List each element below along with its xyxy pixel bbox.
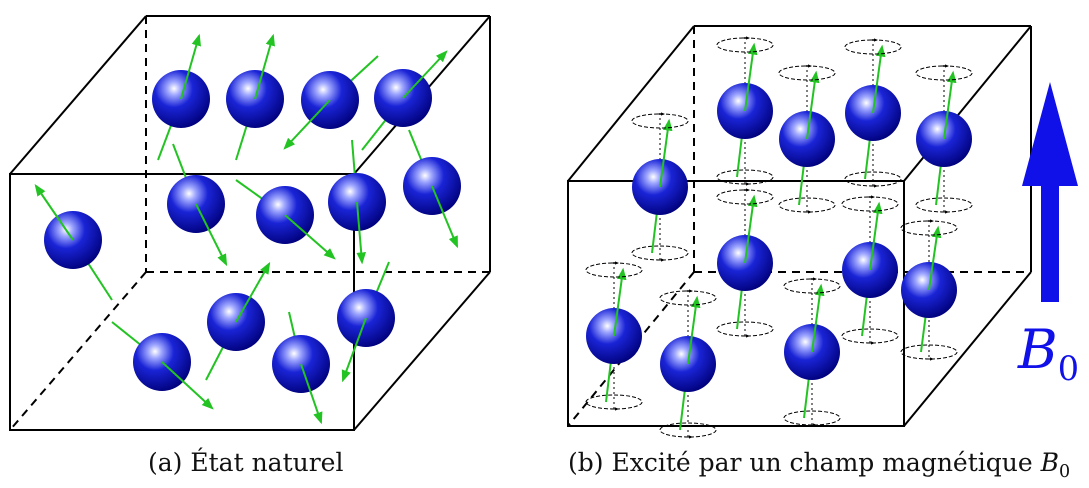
- cube-edge: [903, 271, 1032, 427]
- spin-arrow-icon: [687, 295, 701, 365]
- precessing-spin: [844, 38, 902, 188]
- spin-arrow-icon: [402, 50, 448, 99]
- precessing-spin: [716, 36, 774, 186]
- precession-orbit-icon: [585, 394, 643, 410]
- spin-arrow-icon: [34, 184, 74, 241]
- cube-edge: [567, 25, 695, 182]
- precession-orbit-icon: [631, 245, 689, 261]
- proton-spin: [111, 321, 214, 410]
- spin-arrow-icon: [300, 363, 323, 425]
- precession-orbit-icon: [841, 328, 899, 344]
- caption-b-text: Excité par un champ magnétique: [611, 448, 1033, 477]
- proton-spin: [34, 184, 113, 301]
- proton-spin: [205, 261, 271, 381]
- spin-arrow-icon: [872, 44, 886, 114]
- precession-orbit-icon: [716, 169, 774, 185]
- spin-arrow-icon: [254, 33, 275, 100]
- proton-spin: [283, 55, 379, 150]
- caption-b: (b) Excité par un champ magnétique B0: [568, 448, 1070, 482]
- spin-arrow-icon: [283, 99, 331, 150]
- precession-orbit-icon: [716, 189, 774, 205]
- spin-arrow-icon: [284, 214, 336, 260]
- spin-arrow-icon: [869, 201, 883, 271]
- spin-arrow-icon: [180, 33, 201, 100]
- spin-arrow-icon: [161, 361, 214, 410]
- spin-arrow-icon: [431, 185, 458, 249]
- spin-arrow-icon: [195, 203, 228, 267]
- precession-orbit-icon: [631, 113, 689, 129]
- proton-spin: [235, 179, 336, 260]
- spin-arrow-icon: [235, 261, 271, 323]
- cube-edge: [903, 25, 1032, 182]
- proton-spin: [152, 33, 210, 161]
- proton-spin: [167, 143, 228, 267]
- caption-a-text: État naturel: [190, 448, 344, 477]
- proton-spin: [226, 33, 284, 161]
- caption-b-prefix: (b): [568, 448, 604, 477]
- caption-a-prefix: (a): [148, 448, 183, 477]
- precession-orbit-icon: [585, 262, 643, 278]
- precessing-spin: [716, 188, 774, 338]
- proton-spin: [328, 139, 386, 265]
- spin-arrow-icon: [744, 194, 758, 264]
- precessing-spin: [841, 195, 899, 345]
- precession-orbit-icon: [659, 422, 717, 438]
- precessing-spin: [915, 64, 973, 214]
- cube-excited-state: [567, 25, 1032, 427]
- precession-orbit-icon: [844, 171, 902, 187]
- precession-orbit-icon: [783, 278, 841, 294]
- proton-spin: [361, 50, 448, 151]
- precession-orbit-icon: [900, 344, 958, 360]
- precessing-spin: [783, 277, 841, 427]
- spin-arrow-icon: [928, 225, 942, 291]
- precession-orbit-icon: [841, 196, 899, 212]
- precession-orbit-icon: [915, 65, 973, 81]
- magnetic-field-arrow-icon: [1022, 82, 1078, 302]
- spin-arrow-icon: [356, 201, 366, 265]
- precession-orbit-icon: [659, 290, 717, 306]
- caption-a: (a) État naturel: [148, 448, 343, 477]
- spin-arrow-icon: [613, 267, 627, 337]
- spin-arrow-icon: [659, 118, 673, 188]
- precessing-spin: [778, 64, 836, 214]
- precession-orbit-icon: [778, 65, 836, 81]
- spin-arrow-icon: [811, 283, 825, 353]
- precessing-spin: [585, 261, 643, 411]
- precession-orbit-icon: [783, 410, 841, 426]
- spin-arrow-icon: [943, 70, 957, 140]
- proton-spin: [337, 261, 395, 383]
- caption-b-symbol: B0: [1040, 448, 1071, 482]
- cube-edge: [353, 271, 491, 431]
- spin-arrow-icon: [341, 317, 367, 383]
- precession-orbit-icon: [716, 37, 774, 53]
- proton-spin: [403, 129, 461, 249]
- precession-orbit-icon: [716, 321, 774, 337]
- precession-orbit-icon: [844, 39, 902, 55]
- spin-arrow-icon: [806, 70, 820, 140]
- precessing-spin: [900, 219, 958, 361]
- spin-arrow-icon: [744, 42, 758, 112]
- field-label-b0: B0: [1018, 318, 1079, 388]
- cube-front-face: [567, 180, 905, 427]
- precessing-spin: [631, 112, 689, 262]
- cube-edge: [9, 15, 147, 175]
- proton-spin: [272, 311, 330, 425]
- precessing-spin: [659, 289, 717, 439]
- precession-orbit-icon: [915, 197, 973, 213]
- cube-edge: [9, 271, 147, 431]
- precession-orbit-icon: [778, 197, 836, 213]
- precession-orbit-icon: [900, 220, 958, 236]
